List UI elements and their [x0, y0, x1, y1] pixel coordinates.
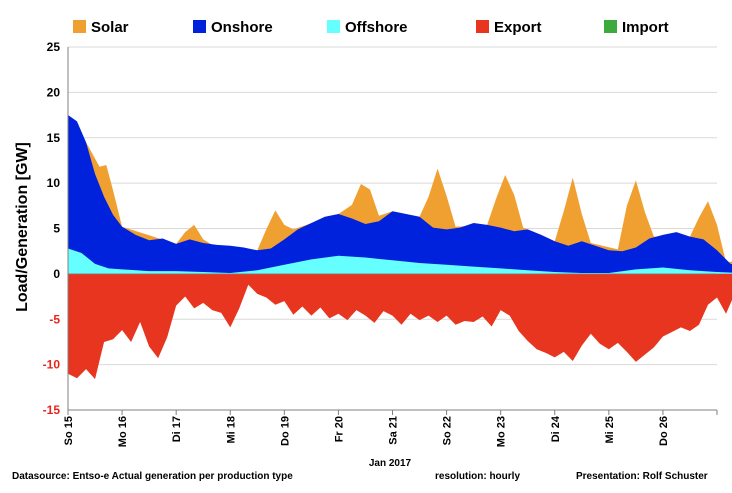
legend-label-onshore: Onshore	[211, 19, 273, 36]
area-export	[68, 273, 732, 380]
y-tick-labels: 25 20 15 10 5 0 -5 -10 -15	[43, 40, 61, 417]
x-tick-label: Do 26	[658, 416, 670, 446]
x-tick-label: Sa 21	[388, 416, 400, 445]
legend-swatch-offshore	[327, 20, 340, 33]
x-tick-label: Mi 25	[604, 416, 616, 444]
area-offshore	[68, 248, 732, 274]
legend-swatch-import	[604, 20, 617, 33]
x-tick-labels: So 15 Mo 16 Di 17 Mi 18 Do 19 Fr 20 Sa 21 So 22…	[63, 415, 670, 447]
legend-label-import: Import	[622, 19, 669, 36]
legend-label-solar: Solar	[91, 19, 129, 36]
x-tick-label: Di 17	[171, 416, 183, 442]
x-tick-label: Mo 23	[496, 416, 508, 447]
y-tick-label: 10	[47, 176, 61, 190]
y-tick-label: -5	[49, 312, 60, 326]
axes	[67, 47, 718, 415]
x-tick-label: Di 24	[550, 415, 562, 442]
legend-label-offshore: Offshore	[345, 19, 408, 36]
x-tick-label: So 22	[442, 416, 454, 445]
footer-datasource: Datasource: Entso-e Actual generation pe…	[12, 471, 293, 482]
y-tick-label: -10	[43, 358, 61, 372]
legend-label-export: Export	[494, 19, 542, 36]
legend: Solar Onshore Offshore Export Import	[73, 19, 669, 36]
area-solar	[68, 115, 732, 274]
y-tick-label: 0	[53, 267, 60, 281]
y-tick-label: 25	[47, 40, 61, 54]
y-tick-label: -15	[43, 403, 61, 417]
x-tick-label: Mi 18	[225, 416, 237, 444]
y-tick-label: 15	[47, 131, 61, 145]
legend-swatch-export	[476, 20, 489, 33]
footer-presentation: Presentation: Rolf Schuster	[576, 471, 708, 482]
y-axis-title: Load/Generation [GW]	[14, 142, 31, 312]
series-areas	[68, 115, 732, 380]
area-onshore	[68, 115, 732, 274]
footer-month: Jan 2017	[369, 458, 412, 469]
legend-swatch-solar	[73, 20, 86, 33]
x-tick-label: Fr 20	[333, 416, 345, 442]
footer-resolution: resolution: hourly	[435, 471, 520, 482]
y-tick-label: 5	[53, 222, 60, 236]
x-tick-label: Mo 16	[117, 416, 129, 447]
y-tick-label: 20	[47, 85, 61, 99]
legend-swatch-onshore	[193, 20, 206, 33]
x-tick-label: So 15	[63, 416, 75, 445]
x-tick-label: Do 19	[279, 416, 291, 446]
